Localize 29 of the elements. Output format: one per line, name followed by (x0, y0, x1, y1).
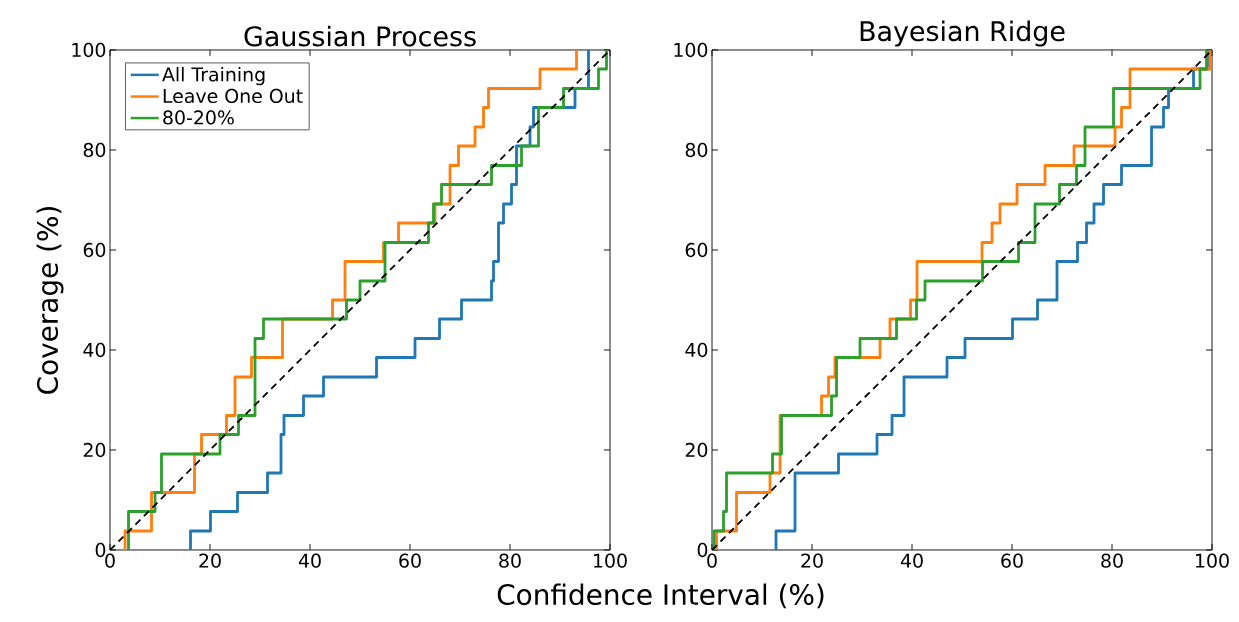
x-tick-label: 40 (298, 553, 321, 568)
y-tick-label: 100 (72, 42, 106, 58)
chart-title: Gaussian Process (244, 25, 476, 47)
legend-label: All Training (162, 66, 265, 86)
y-tick-label: 60 (685, 242, 708, 258)
y-tick-label: 0 (95, 542, 106, 558)
x-tick-label: 20 (199, 553, 221, 568)
y-tick-label: 0 (697, 542, 708, 558)
y-tick-label: 80 (685, 142, 708, 158)
x-tick-label: 80 (499, 553, 521, 568)
x-tick-label: 60 (399, 553, 421, 568)
x-tick-label: 60 (1001, 553, 1023, 568)
y-tick-label: 40 (685, 342, 708, 358)
y-tick-label: 40 (83, 342, 106, 358)
y-tick-label: 20 (685, 442, 708, 458)
legend-label: 80-20% (163, 110, 234, 125)
legend-label: Leave One Out (163, 88, 303, 104)
x-tick-label: 100 (594, 553, 627, 568)
x-tick-label: 100 (1196, 553, 1229, 568)
x-axis-title: Confidence Interval (%) (497, 583, 824, 609)
x-tick-label: 80 (1101, 553, 1123, 568)
chart-title: Bayesian Ridge (860, 20, 1065, 47)
y-tick-label: 100 (674, 42, 708, 58)
y-axis-title: Coverage (%) (36, 207, 64, 394)
y-tick-label: 80 (83, 142, 106, 158)
x-tick-label: 20 (801, 553, 823, 568)
x-tick-label: 40 (900, 553, 923, 568)
y-tick-label: 20 (83, 442, 106, 458)
y-tick-label: 60 (83, 242, 106, 258)
